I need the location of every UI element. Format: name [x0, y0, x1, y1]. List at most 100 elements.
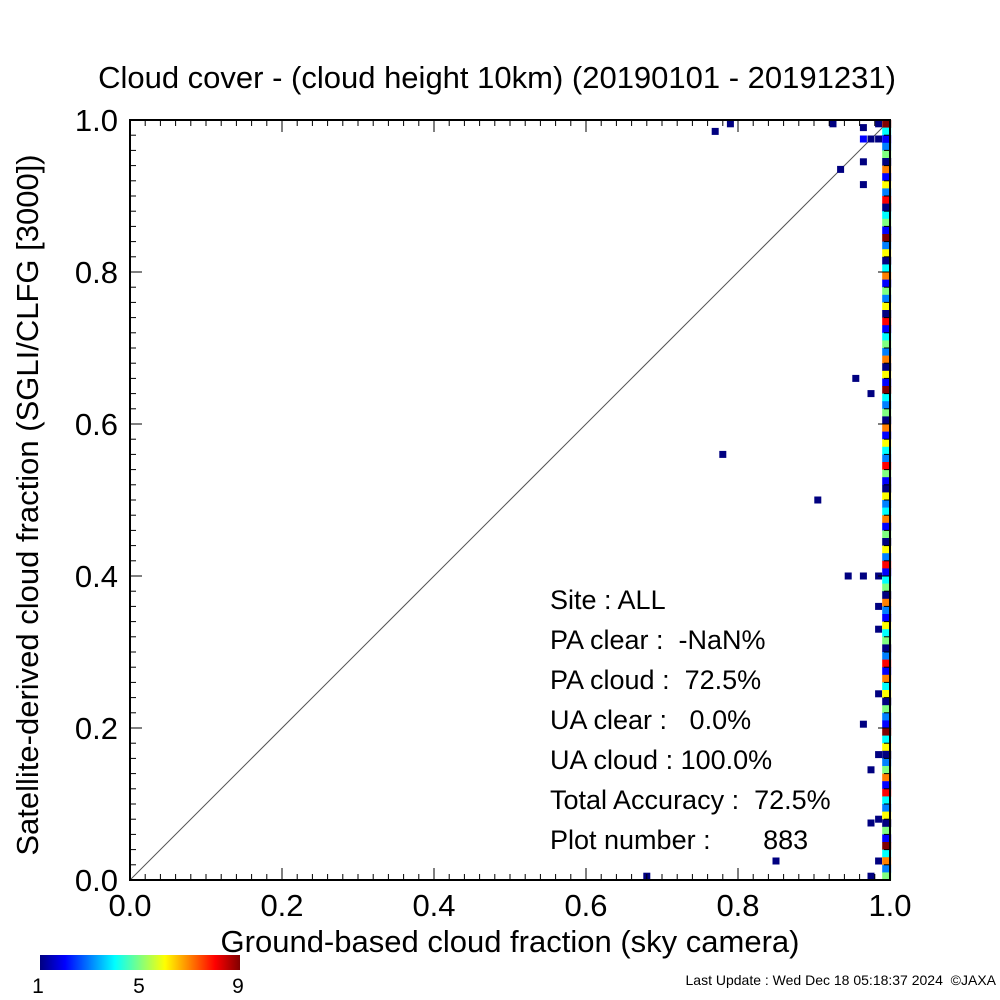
- axis-ticks: [129, 119, 891, 881]
- y-tick-label: 0.2: [75, 711, 118, 746]
- edge-cell: [882, 408, 892, 417]
- x-tick-label: 0.0: [108, 888, 151, 923]
- data-point: [867, 766, 875, 774]
- data-point: [719, 450, 727, 458]
- data-point: [852, 374, 860, 382]
- x-tick-label: 1.0: [868, 888, 911, 923]
- edge-cell: [882, 667, 892, 676]
- edge-cell: [882, 264, 892, 273]
- y-tick-label: 0.0: [75, 863, 118, 898]
- edge-cell: [882, 811, 892, 820]
- data-point: [875, 690, 883, 698]
- edge-cell: [882, 773, 892, 782]
- data-point: [867, 390, 875, 398]
- edge-cell: [882, 348, 892, 356]
- data-point: [814, 496, 822, 504]
- edge-cell: [882, 576, 892, 584]
- edge-cell: [882, 591, 892, 600]
- edge-cell: [882, 735, 892, 744]
- edge-cell: [882, 804, 892, 812]
- edge-cell: [882, 287, 892, 296]
- x-axis-label: Ground-based cloud fraction (sky camera): [221, 924, 800, 959]
- edge-cell: [882, 355, 892, 364]
- y-tick-label: 0.6: [75, 407, 118, 442]
- edge-cell: [882, 340, 892, 349]
- chart-title: Cloud cover - (cloud height 10km) (20190…: [98, 60, 896, 95]
- edge-cell: [882, 158, 892, 166]
- edge-cell: [882, 522, 892, 531]
- data-point: [711, 127, 719, 135]
- edge-cell: [882, 728, 892, 736]
- data-point: [859, 572, 867, 580]
- edge-cell: [882, 690, 892, 698]
- edge-cell: [882, 849, 892, 858]
- edge-cell: [882, 203, 892, 212]
- data-point: [859, 135, 867, 143]
- edge-cell: [882, 462, 892, 470]
- x-tick-label: 0.6: [564, 888, 607, 923]
- plot-area: [129, 119, 892, 881]
- data-point: [837, 165, 845, 173]
- edge-cell: [882, 446, 892, 455]
- edge-cell: [882, 819, 892, 828]
- data-point: [875, 751, 883, 759]
- edge-cell: [882, 621, 892, 630]
- edge-cell: [882, 317, 892, 326]
- edge-cell: [882, 120, 892, 128]
- edge-cell: [882, 127, 892, 136]
- edge-cell: [882, 720, 892, 729]
- data-point: [875, 815, 883, 823]
- edge-cell: [882, 659, 892, 668]
- edge-cell: [882, 538, 892, 546]
- edge-cell: [882, 310, 892, 318]
- edge-cell: [882, 614, 892, 622]
- edge-column-cells: [882, 120, 892, 881]
- data-point: [859, 124, 867, 132]
- edge-cell: [882, 743, 892, 752]
- edge-cell: [882, 218, 892, 227]
- edge-cell: [882, 370, 892, 379]
- edge-cell: [882, 272, 892, 280]
- edge-cell: [882, 530, 892, 539]
- data-point: [829, 120, 837, 128]
- data-point: [875, 857, 883, 865]
- data-point: [875, 625, 883, 633]
- edge-cell: [882, 150, 892, 159]
- edge-cell: [882, 629, 892, 638]
- edge-cell: [882, 477, 892, 486]
- edge-cell: [882, 560, 892, 569]
- edge-cell: [882, 857, 892, 866]
- edge-cell: [882, 705, 892, 714]
- edge-cell: [882, 363, 892, 372]
- data-point: [875, 135, 883, 143]
- edge-cell: [882, 226, 892, 235]
- edge-cell: [882, 682, 892, 691]
- stat-ua-clear: UA clear : 0.0%: [550, 705, 751, 735]
- edge-cell: [882, 431, 892, 440]
- data-point: [867, 872, 875, 880]
- x-tick-label: 0.2: [260, 888, 303, 923]
- edge-cell: [882, 864, 892, 873]
- edge-cell: [882, 545, 892, 554]
- colorbar-max-label: 9: [232, 975, 244, 998]
- y-tick-label: 1.0: [75, 103, 118, 138]
- edge-cell: [882, 553, 892, 562]
- edge-cell: [882, 598, 892, 607]
- colorbar-min-label: 1: [32, 975, 44, 998]
- colorbar: 1 5 9: [32, 955, 244, 998]
- edge-cell: [882, 439, 892, 448]
- y-tick-label: 0.8: [75, 255, 118, 290]
- stat-pa-cloud: PA cloud : 72.5%: [550, 665, 761, 695]
- data-point: [867, 135, 875, 143]
- edge-cell: [882, 469, 892, 478]
- stat-site: Site : ALL: [550, 585, 666, 615]
- edge-cell: [882, 606, 892, 615]
- colorbar-gradient: [40, 955, 240, 970]
- stats-panel: Site : ALL PA clear : -NaN% PA cloud : 7…: [550, 585, 831, 855]
- edge-cell: [882, 416, 892, 425]
- data-point: [844, 572, 852, 580]
- edge-cell: [882, 568, 892, 577]
- edge-cell: [882, 781, 892, 790]
- edge-cell: [882, 332, 892, 341]
- edge-cell: [882, 454, 892, 463]
